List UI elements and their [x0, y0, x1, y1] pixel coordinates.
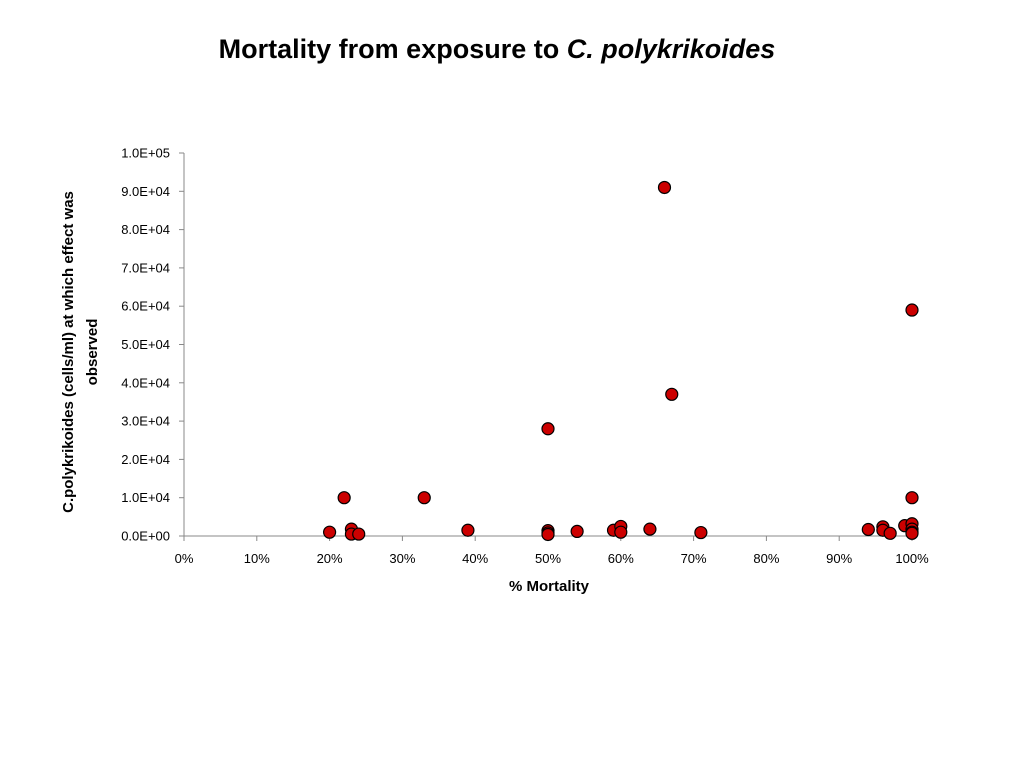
y-tick-label: 4.0E+04 [121, 375, 170, 390]
chart-title-text: Mortality from exposure to [218, 34, 560, 64]
data-point [614, 525, 628, 539]
x-axis: 0% 10% 20% 30% 40% 50% 60% 70% 80% 90% 100% [175, 535, 929, 566]
data-point [352, 527, 366, 541]
y-axis-title-line2: observed [84, 319, 101, 386]
y-tick-label: 2.0E+04 [121, 452, 170, 467]
data-point [905, 303, 919, 317]
x-tick-label: 80% [753, 551, 779, 566]
chart-title-species: C. polykrikoides [566, 34, 776, 64]
x-tick-label: 0% [175, 551, 194, 566]
data-point [694, 525, 708, 540]
data-point [883, 526, 897, 540]
y-axis-title: C.polykrikoides (cells/ml) at which effe… [60, 191, 101, 513]
data-point [461, 523, 475, 537]
data-point [905, 491, 919, 505]
data-point [570, 524, 584, 539]
data-point [861, 522, 875, 537]
chart-title: Mortality from exposure to C. polykrikoi… [0, 34, 994, 65]
y-tick-label: 1.0E+05 [121, 146, 170, 161]
x-axis-title: % Mortality [509, 578, 590, 595]
y-tick-label: 6.0E+04 [121, 299, 170, 314]
x-tick-label: 10% [244, 551, 270, 566]
data-point [337, 491, 351, 505]
x-tick-label: 20% [317, 551, 343, 566]
y-tick-label: 0.0E+00 [121, 529, 170, 544]
y-tick-label: 8.0E+04 [121, 222, 170, 237]
y-axis-title-line1: C.polykrikoides (cells/ml) at which effe… [60, 191, 77, 513]
x-tick-label: 100% [895, 551, 929, 566]
data-point [657, 180, 672, 195]
y-tick-label: 3.0E+04 [121, 414, 170, 429]
y-tick-label: 7.0E+04 [121, 260, 170, 275]
data-point [541, 527, 555, 542]
x-tick-label: 70% [681, 551, 707, 566]
data-point [417, 491, 431, 505]
y-tick-label: 5.0E+04 [121, 337, 170, 352]
y-tick-label: 1.0E+04 [121, 490, 170, 505]
x-tick-label: 50% [535, 551, 561, 566]
x-tick-label: 30% [389, 551, 415, 566]
x-tick-label: 60% [608, 551, 634, 566]
data-point [323, 525, 337, 539]
data-point [905, 526, 919, 540]
x-tick-label: 90% [826, 551, 852, 566]
data-point [541, 422, 555, 436]
data-point [665, 387, 679, 401]
x-tick-label: 40% [462, 551, 488, 566]
y-axis: 0.0E+00 1.0E+04 2.0E+04 3.0E+04 4.0E+04 5.0E+… [121, 146, 185, 544]
data-points [323, 180, 919, 542]
data-point [643, 522, 657, 536]
y-tick-label: 9.0E+04 [121, 184, 170, 199]
